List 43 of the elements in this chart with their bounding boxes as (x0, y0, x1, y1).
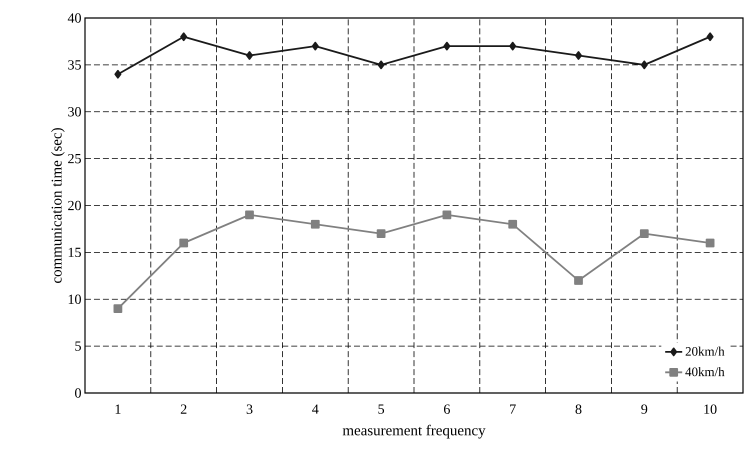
point (442, 210, 452, 220)
y-tick-label: 30 (68, 107, 81, 116)
y-axis-title: communication time (sec) (51, 128, 65, 283)
point (312, 42, 319, 51)
point (706, 238, 714, 248)
point (574, 276, 583, 285)
y-tick-label: 0 (75, 388, 81, 398)
point (706, 32, 714, 42)
point (509, 42, 516, 51)
legend-label: 20km/h (686, 346, 724, 356)
x-tick-label: 5 (378, 404, 384, 414)
x-tick-label: 10 (704, 404, 717, 414)
y-tick-label: 20 (68, 200, 81, 210)
point (376, 229, 386, 238)
y-tick-label: 10 (68, 294, 81, 304)
y-tick-label: 40 (68, 13, 81, 23)
x-tick-label: 6 (444, 404, 450, 414)
legend-label: 40km/h (685, 367, 724, 376)
point (574, 51, 582, 60)
y-tick-label: 25 (68, 154, 81, 164)
y-tick-label: 5 (75, 341, 81, 351)
x-tick-label: 2 (180, 404, 186, 414)
point (114, 304, 122, 314)
point (310, 220, 320, 229)
x-axis-title: measurement frequency (342, 424, 486, 438)
point (378, 60, 385, 70)
point (640, 229, 649, 238)
x-tick-label: 3 (246, 404, 252, 414)
point (179, 238, 188, 248)
point (640, 60, 648, 70)
point (180, 32, 188, 42)
point (508, 220, 518, 229)
x-tick-label: 8 (576, 404, 582, 414)
x-tick-label: 1 (116, 404, 121, 414)
x-tick-label: 7 (510, 404, 516, 414)
point (246, 51, 254, 60)
point (114, 70, 122, 79)
point (443, 42, 450, 51)
x-tick-label: 4 (312, 404, 319, 414)
y-tick-label: 15 (68, 248, 81, 258)
point (245, 210, 254, 220)
x-tick-label: 9 (641, 404, 648, 414)
y-tick-label: 35 (68, 60, 81, 70)
